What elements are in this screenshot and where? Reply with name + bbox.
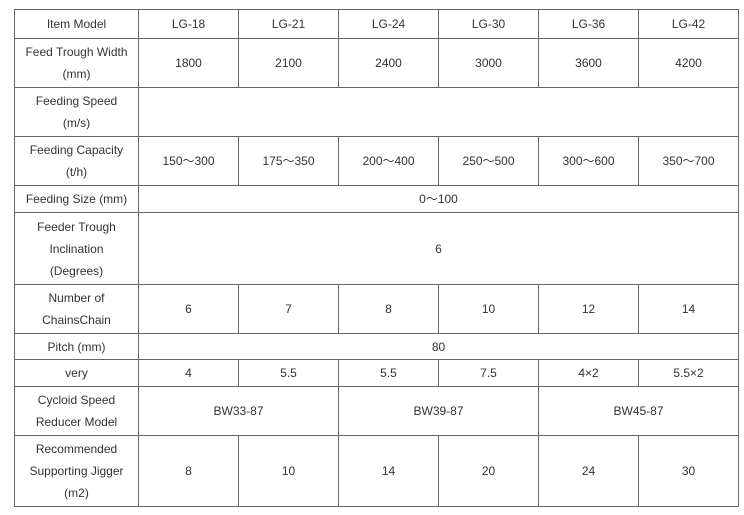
row-label: Pitch (mm) xyxy=(14,333,139,360)
label-line: (m2) xyxy=(64,486,89,500)
label-line: Feed Trough Width xyxy=(25,45,128,59)
row-label: Feeding Size (mm) xyxy=(14,185,139,213)
row-inclination: Feeder Trough Inclination (Degrees) 6 xyxy=(14,212,739,285)
cell: 4×2 xyxy=(538,359,639,387)
row-label: Feed Trough Width (mm) xyxy=(14,38,139,88)
label-line: Feeding Capacity xyxy=(29,143,124,157)
label-line: Number of xyxy=(48,291,105,305)
row-label: very xyxy=(14,359,139,387)
cell: 5.5 xyxy=(338,359,439,387)
cell: 7 xyxy=(238,284,339,334)
cell: 1800 xyxy=(138,38,239,88)
cell: 6 xyxy=(138,212,739,285)
cell: 350～700 xyxy=(638,136,739,186)
cell: 20 xyxy=(438,435,539,507)
row-reducer: Cycloid Speed Reducer Model BW33-87 BW39-… xyxy=(14,386,739,436)
row-size: Feeding Size (mm) 0～100 xyxy=(14,185,739,213)
label-line: (mm) xyxy=(62,67,91,81)
row-label: Feeding Capacity (t/h) xyxy=(14,136,139,186)
label-line: Feeder Trough xyxy=(37,219,116,234)
row-speed: Feeding Speed (m/s) xyxy=(14,87,739,137)
label-line: ChainsChain xyxy=(42,313,111,327)
row-chains: Number of ChainsChain 6 7 8 10 12 14 xyxy=(14,284,739,334)
cell: 80 xyxy=(138,333,739,360)
cell: 24 xyxy=(538,435,639,507)
row-label: Cycloid Speed Reducer Model xyxy=(14,386,139,436)
cell: BW45-87 xyxy=(538,386,739,436)
cell: 8 xyxy=(138,435,239,507)
cell: 3600 xyxy=(538,38,639,88)
cell: BW39-87 xyxy=(338,386,539,436)
model-cell: LG-30 xyxy=(438,9,539,39)
label-line: Cycloid Speed xyxy=(37,393,116,407)
row-label: Number of ChainsChain xyxy=(14,284,139,334)
cell: 2100 xyxy=(238,38,339,88)
label-line: Recommended xyxy=(35,442,118,456)
cell: 200～400 xyxy=(338,136,439,186)
header-label: Item Model xyxy=(14,9,139,39)
cell: 4200 xyxy=(638,38,739,88)
cell: 0～100 xyxy=(138,185,739,213)
row-width: Feed Trough Width (mm) 1800 2100 2400 300… xyxy=(14,38,739,88)
cell: BW33-87 xyxy=(138,386,339,436)
cell: 5.5 xyxy=(238,359,339,387)
model-cell: LG-36 xyxy=(538,9,639,39)
row-pitch: Pitch (mm) 80 xyxy=(14,333,739,360)
cell: 2400 xyxy=(338,38,439,88)
cell: 5.5×2 xyxy=(638,359,739,387)
cell: 175～350 xyxy=(238,136,339,186)
cell: 300～600 xyxy=(538,136,639,186)
label-line: Feeding Speed xyxy=(35,94,118,108)
label-line: Reducer Model xyxy=(35,415,118,429)
row-label: Recommended Supporting Jigger (m2) xyxy=(14,435,139,507)
label-line: (t/h) xyxy=(65,165,88,179)
row-very: very 4 5.5 5.5 7.5 4×2 5.5×2 xyxy=(14,359,739,387)
model-cell: LG-24 xyxy=(338,9,439,39)
label-line: (m/s) xyxy=(62,116,91,130)
cell xyxy=(138,87,739,137)
row-jigger: Recommended Supporting Jigger (m2) 8 10 14… xyxy=(14,435,739,507)
label-line: Inclination xyxy=(49,241,104,256)
cell: 6 xyxy=(138,284,239,334)
row-label: Feeder Trough Inclination (Degrees) xyxy=(14,212,139,285)
row-capacity: Feeding Capacity (t/h) 150～300 175～350 20… xyxy=(14,136,739,186)
row-label: Feeding Speed (m/s) xyxy=(14,87,139,137)
cell: 14 xyxy=(338,435,439,507)
cell: 250～500 xyxy=(438,136,539,186)
header-row: Item Model LG-18 LG-21 LG-24 LG-30 LG-36… xyxy=(14,9,739,39)
label-line: Supporting Jigger xyxy=(29,464,124,478)
spec-table: Item Model LG-18 LG-21 LG-24 LG-30 LG-36… xyxy=(14,9,739,507)
cell: 4 xyxy=(138,359,239,387)
cell: 30 xyxy=(638,435,739,507)
cell: 8 xyxy=(338,284,439,334)
cell: 10 xyxy=(438,284,539,334)
model-cell: LG-21 xyxy=(238,9,339,39)
model-cell: LG-18 xyxy=(138,9,239,39)
cell: 10 xyxy=(238,435,339,507)
cell: 12 xyxy=(538,284,639,334)
cell: 3000 xyxy=(438,38,539,88)
cell: 14 xyxy=(638,284,739,334)
label-line: (Degrees) xyxy=(49,263,104,278)
cell: 150～300 xyxy=(138,136,239,186)
model-cell: LG-42 xyxy=(638,9,739,39)
cell: 7.5 xyxy=(438,359,539,387)
